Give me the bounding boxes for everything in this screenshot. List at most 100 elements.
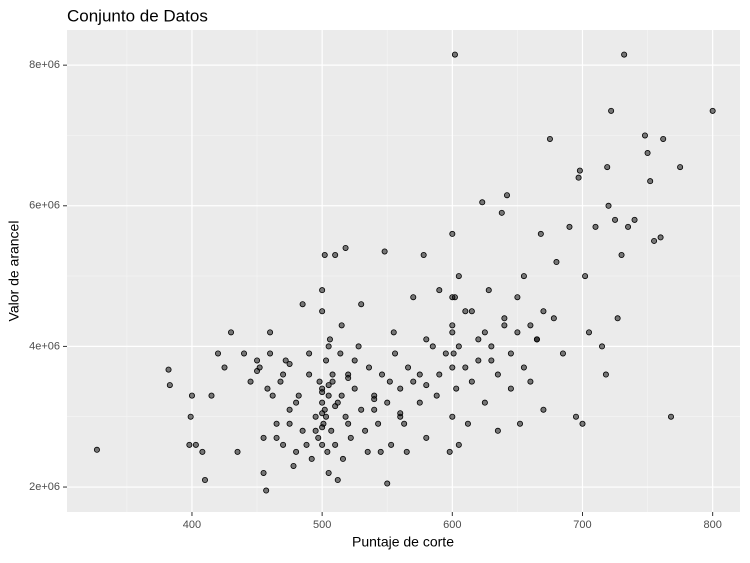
point — [647, 178, 654, 185]
point — [312, 427, 319, 434]
point — [475, 336, 482, 343]
point — [334, 477, 341, 484]
point — [187, 413, 194, 420]
point — [602, 371, 609, 378]
point — [201, 477, 208, 484]
chart-title: Conjunto de Datos — [67, 6, 208, 25]
point — [186, 441, 193, 448]
point — [286, 406, 293, 413]
point — [553, 259, 560, 266]
point — [494, 427, 501, 434]
point — [329, 378, 336, 385]
point — [319, 308, 326, 315]
point — [540, 406, 547, 413]
point — [247, 378, 254, 385]
point — [410, 378, 417, 385]
point — [576, 167, 583, 174]
x-axis-label: Puntaje de corte — [352, 534, 454, 550]
point — [546, 135, 553, 142]
point — [604, 164, 611, 171]
point — [386, 378, 393, 385]
point — [514, 294, 521, 301]
point — [355, 343, 362, 350]
point — [316, 378, 323, 385]
y-axis-label: Valor de arancel — [6, 221, 22, 322]
point — [332, 441, 339, 448]
point — [303, 441, 310, 448]
y-tick-label: 4e+06 — [29, 340, 60, 352]
point — [351, 385, 358, 392]
point — [347, 434, 354, 441]
point — [371, 406, 378, 413]
point — [315, 434, 322, 441]
point — [498, 209, 505, 216]
point — [527, 378, 534, 385]
point — [651, 237, 658, 244]
point — [280, 371, 287, 378]
x-tick-label: 400 — [183, 519, 201, 531]
point — [485, 287, 492, 294]
point — [306, 350, 313, 357]
point — [264, 385, 271, 392]
point — [475, 357, 482, 364]
point — [234, 448, 241, 455]
point — [321, 252, 328, 259]
point — [450, 350, 457, 357]
point — [449, 230, 456, 237]
point — [517, 420, 524, 427]
point — [339, 455, 346, 462]
point — [338, 392, 345, 399]
point — [481, 329, 488, 336]
point — [585, 329, 592, 336]
point — [254, 368, 261, 375]
point — [442, 350, 449, 357]
point — [323, 357, 330, 364]
point — [299, 301, 306, 308]
point — [325, 392, 332, 399]
point — [358, 406, 365, 413]
point — [263, 487, 270, 494]
point — [641, 132, 648, 139]
point — [479, 199, 486, 206]
point — [403, 448, 410, 455]
point — [254, 357, 261, 364]
point — [416, 371, 423, 378]
point — [449, 364, 456, 371]
point — [312, 413, 319, 420]
point — [319, 441, 326, 448]
point — [579, 420, 586, 427]
point — [446, 448, 453, 455]
point — [221, 364, 228, 371]
point — [293, 399, 300, 406]
point — [342, 413, 349, 420]
point — [319, 399, 326, 406]
point — [384, 480, 391, 487]
point — [342, 244, 349, 251]
point — [501, 322, 508, 329]
point — [308, 455, 315, 462]
point — [319, 424, 326, 431]
point — [329, 371, 336, 378]
point — [215, 350, 222, 357]
point — [358, 301, 365, 308]
point — [625, 223, 632, 230]
point — [319, 389, 326, 396]
point — [550, 315, 557, 322]
y-tick-label: 8e+06 — [29, 59, 60, 71]
point — [332, 403, 339, 410]
point — [280, 441, 287, 448]
point — [420, 252, 427, 259]
point — [481, 399, 488, 406]
point — [328, 427, 335, 434]
point — [677, 164, 684, 171]
point — [592, 223, 599, 230]
point — [455, 441, 462, 448]
x-tick-label: 600 — [443, 519, 461, 531]
point — [488, 357, 495, 364]
point — [559, 350, 566, 357]
point — [608, 107, 615, 114]
point — [351, 357, 358, 364]
point — [455, 273, 462, 280]
point — [290, 462, 297, 469]
